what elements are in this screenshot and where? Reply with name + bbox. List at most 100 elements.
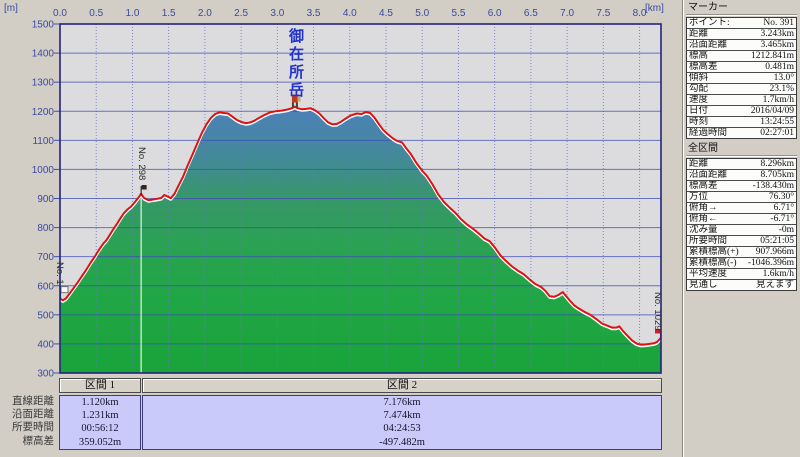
info-row: 距離 8.296km: [687, 159, 796, 170]
section-2-value: 7.176km: [383, 397, 421, 408]
end-point-label: No. 1029: [652, 291, 663, 331]
elevation-chart[interactable]: 0.0 0.5 1.0 1.5 2.0 2.5 3.0 3.5 4.0 4.5 5.0 5.5 6.0 6…: [0, 0, 680, 395]
waypoint-label: No. 298: [136, 147, 148, 181]
info-label: 沈み量: [689, 225, 718, 235]
info-row: 距離 3.243km: [687, 29, 796, 40]
info-row: 俯角← -6.71°: [687, 214, 796, 225]
section-2-header[interactable]: 区間 2: [142, 378, 662, 393]
axis-tick-label: 8.0: [633, 8, 647, 19]
start-point-label: No. 1: [54, 261, 65, 285]
info-value: 13.0°: [773, 73, 794, 83]
axis-tick-label: 700: [37, 252, 54, 263]
info-row: 見通し 見えます: [687, 280, 796, 290]
climber-icon: [291, 95, 298, 103]
info-value: 23.1%: [769, 84, 794, 94]
info-label: 距離: [689, 29, 709, 39]
section-1-values: 1.120km 1.231km 00:56:12 359.052m: [59, 395, 141, 450]
info-label: 俯角→: [689, 203, 718, 213]
axis-tick-label: 2.0: [198, 8, 212, 19]
axis-tick-label: 1.0: [125, 8, 139, 19]
info-row: 平均速度 1.6km/h: [687, 269, 796, 280]
info-row: 沿面距離 3.465km: [687, 40, 796, 51]
section-row-labels: 直線距離 沿面距離 所要時間 標高差: [0, 395, 56, 448]
info-label: 方位: [689, 192, 709, 202]
info-label: 経過時間: [689, 128, 728, 138]
info-value: 0.481m: [765, 62, 794, 72]
info-label: 平均速度: [689, 269, 728, 279]
info-value: 76.30°: [768, 192, 794, 202]
end-flag-icon: [655, 328, 661, 334]
axis-tick-label: 800: [37, 223, 54, 234]
climber-icon: [292, 92, 297, 97]
axis-tick-label: 5.0: [415, 8, 429, 19]
section-1-value: 00:56:12: [81, 423, 119, 435]
elevation-line: [59, 105, 662, 346]
info-label: 標高差: [689, 181, 718, 191]
x-axis-unit: [km]: [645, 3, 664, 14]
section-1-header[interactable]: 区間 1: [59, 378, 141, 393]
info-row: 標高差 -138.430m: [687, 181, 796, 192]
info-value: No. 391: [763, 18, 794, 28]
whole-section-title: 全区間: [686, 142, 797, 156]
info-row: 標高 1212.841m: [687, 51, 796, 62]
axis-tick-label: 0.5: [89, 8, 103, 19]
info-panel: マーカー ポイント: No. 391 距離 3.243km 沿面距離 3.465…: [682, 0, 800, 457]
section-1-value: 359.052m: [78, 436, 122, 448]
axis-tick-label: 1000: [32, 165, 55, 176]
section-row-label: 沿面距離: [12, 409, 54, 421]
axis-tick-label: 4.0: [343, 8, 357, 19]
info-row: 傾斜 13.0°: [687, 73, 796, 84]
info-value: 05:21:05: [760, 236, 794, 246]
chart-canvas[interactable]: 0.0 0.5 1.0 1.5 2.0 2.5 3.0 3.5 4.0 4.5 5.0 5.5 6.0 6…: [0, 0, 680, 395]
section-2-value: -497.482m: [379, 436, 425, 448]
info-label: 累積標高(+): [689, 247, 739, 257]
info-row: 沈み量 -0m: [687, 225, 796, 236]
start-flag-icon: [60, 286, 69, 294]
info-row: 累積標高(+) 907.966m: [687, 247, 796, 258]
info-row: ポイント: No. 391: [687, 18, 796, 29]
section-1-value: 1.231km: [81, 410, 119, 422]
info-row: 沿面距離 8.705km: [687, 170, 796, 181]
info-label: 沿面距離: [689, 40, 728, 50]
peak-name-label: 御在所岳: [286, 28, 304, 100]
info-label: 時刻: [689, 117, 709, 127]
info-value: 1.6km/h: [762, 269, 794, 279]
info-value: 1212.841m: [750, 51, 794, 61]
elevation-profile-fill: [60, 107, 661, 374]
info-value: 見えます: [755, 280, 794, 290]
axis-tick-label: 3.5: [307, 8, 321, 19]
info-row: 標高差 0.481m: [687, 62, 796, 73]
info-label: 日付: [689, 106, 709, 116]
axis-tick-label: 3.0: [270, 8, 284, 19]
section-row-label: 標高差: [22, 435, 55, 447]
info-value: 3.465km: [760, 40, 794, 50]
axis-tick-label: 1.5: [162, 8, 176, 19]
info-label: 速度: [689, 95, 709, 105]
info-value: 02:27:01: [760, 128, 794, 138]
section-2-value: 7.474km: [383, 410, 421, 422]
info-value: 8.296km: [760, 159, 794, 169]
axis-tick-label: 300: [37, 369, 54, 380]
info-value: -0m: [778, 225, 794, 235]
info-label: 累積標高(-): [689, 258, 737, 268]
axis-tick-label: 6.5: [524, 8, 538, 19]
info-row: 俯角→ 6.71°: [687, 203, 796, 214]
info-label: 距離: [689, 159, 709, 169]
info-row: 速度 1.7km/h: [687, 95, 796, 106]
axis-tick-label: 7.5: [596, 8, 610, 19]
info-row: 所要時間 05:21:05: [687, 236, 796, 247]
climber-icon: [297, 96, 301, 102]
info-label: 勾配: [689, 84, 709, 94]
info-value: 3.243km: [760, 29, 794, 39]
axis-tick-label: 1400: [32, 49, 55, 60]
info-label: ポイント:: [689, 18, 730, 28]
section-2-value: 04:24:53: [383, 423, 421, 435]
info-value: 8.705km: [760, 170, 794, 180]
info-label: 見通し: [689, 280, 718, 290]
info-row: 累積標高(-) -1046.396m: [687, 258, 796, 269]
info-row: 勾配 23.1%: [687, 84, 796, 95]
section-2-values: 7.176km 7.474km 04:24:53 -497.482m: [142, 395, 662, 450]
axis-tick-label: 4.5: [379, 8, 393, 19]
info-value: 13:24:55: [760, 117, 794, 127]
